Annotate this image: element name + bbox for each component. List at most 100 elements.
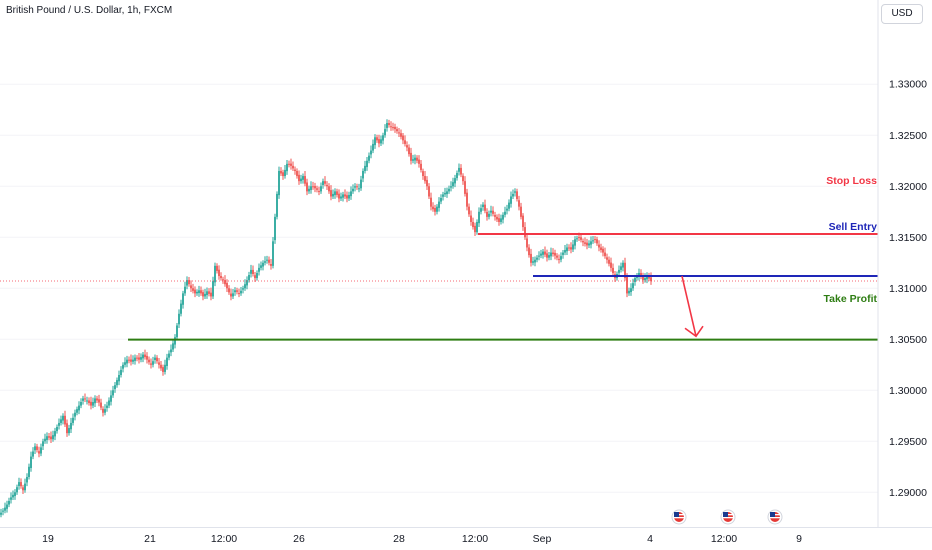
candle-body [510,196,512,204]
candle-body [454,178,456,184]
candle-body [500,218,502,222]
candle-body [170,349,172,353]
candle-body [36,446,38,450]
candle-body [584,242,586,244]
candle-body [508,202,510,209]
candle-body [74,412,76,417]
candle-body [224,280,226,285]
candle-body [164,364,166,372]
price-axis[interactable]: 1.29000 1.29500 1.30000 1.30500 1.31000 1.315… [877,0,932,550]
candle-body [58,422,60,426]
currency-button[interactable]: USD [881,4,923,24]
candle-body [514,191,516,193]
candle-body [156,357,158,362]
candle-body [20,482,22,487]
candle-body [118,374,120,382]
candle-body [368,155,370,161]
candle-body [492,210,494,214]
candle-body [234,290,236,293]
price-tick-label: 1.31500 [889,232,927,244]
candle-body [372,143,374,151]
candle-body [72,417,74,423]
candle-body [282,172,284,177]
candle-body [64,415,66,425]
candle-body [310,186,312,191]
candle-body [578,237,580,239]
candle-body [474,225,476,233]
candle-body [244,284,246,289]
candle-body [176,325,178,338]
candle-body [360,179,362,189]
candle-body [546,253,548,258]
candle-body [498,218,500,222]
candle-body [102,408,104,413]
candle-body [592,240,594,242]
candle-body [530,253,532,263]
time-axis[interactable]: 19 21 12:00 26 28 12:00 Sep 4 12:00 9 [0,527,932,546]
candle-body [470,215,472,222]
candle-body [316,188,318,190]
candle-body [532,261,534,263]
candle-body [590,241,592,245]
candle-body [24,483,26,491]
candle-body [462,175,464,182]
candle-body [274,216,276,241]
candle-body [350,191,352,197]
candle-body [8,500,10,505]
candle-body [554,252,556,256]
candle-body [540,253,542,256]
candle-body [650,277,652,282]
candle-body [314,186,316,189]
candle-body [76,409,78,413]
candle-body [90,401,92,406]
candle-body [552,252,554,255]
candle-body [174,337,176,345]
candle-body [300,178,302,182]
chart-title: British Pound / U.S. Dollar, 1h, FXCM [6,5,173,16]
candle-body [586,242,588,246]
candle-body [596,239,598,244]
candle-body [362,170,364,179]
price-tick-label: 1.29500 [889,436,927,448]
candle-body [410,152,412,161]
candle-body [524,227,526,238]
candle-body [602,248,604,253]
candle-body [280,170,282,174]
candle-body [444,192,446,195]
candle-body [342,194,344,198]
candle-body [534,259,536,263]
candle-body [566,247,568,252]
candle-body [68,428,70,434]
candle-body [464,181,466,194]
candle-body [468,206,470,215]
candle-body [504,211,506,215]
candle-body [32,451,34,457]
candle-body [182,293,184,305]
candle-body [648,276,650,279]
candle-body [456,172,458,179]
candle-body [568,247,570,249]
price-tick-label: 1.33000 [889,79,927,91]
candle-body [60,419,62,423]
candle-body [78,405,80,411]
candle-body [52,435,54,440]
candle-body [478,211,480,224]
candle-body [340,196,342,199]
candle-body [330,190,332,197]
candle-body [414,157,416,161]
candle-body [642,275,644,281]
candle-body [406,145,408,148]
candle-body [624,262,626,279]
time-tick-label: 21 [144,533,156,545]
candle-body [646,276,648,280]
candle-body [516,191,518,200]
candle-body [482,204,484,207]
candle-body [88,400,90,404]
candle-body [122,364,124,369]
candle-body [332,193,334,197]
candle-body [146,355,148,360]
candle-body [420,163,422,170]
candle-body [48,436,50,438]
candle-body [640,272,642,277]
